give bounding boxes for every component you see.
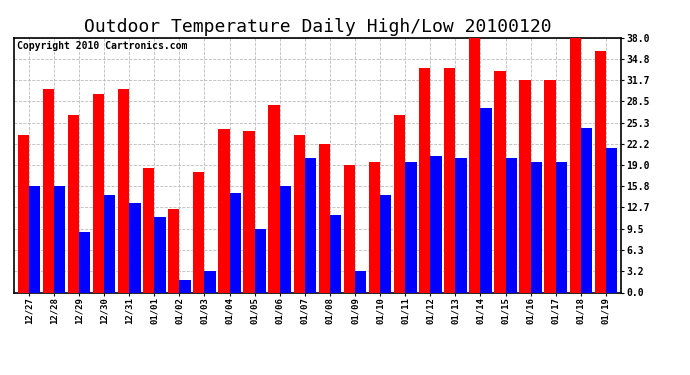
Title: Outdoor Temperature Daily High/Low 20100120: Outdoor Temperature Daily High/Low 20100… xyxy=(83,18,551,36)
Bar xyxy=(79,232,90,292)
Bar xyxy=(330,215,342,292)
Bar xyxy=(93,94,104,292)
Bar xyxy=(54,186,66,292)
Bar xyxy=(380,195,391,292)
Bar xyxy=(129,203,141,292)
Bar xyxy=(555,162,567,292)
Bar xyxy=(29,186,40,292)
Bar xyxy=(118,89,129,292)
Bar xyxy=(581,128,592,292)
Bar xyxy=(279,186,291,292)
Bar xyxy=(595,51,606,292)
Bar xyxy=(405,162,417,292)
Bar xyxy=(480,108,492,292)
Bar xyxy=(344,165,355,292)
Bar xyxy=(369,162,380,292)
Bar xyxy=(305,158,316,292)
Bar xyxy=(506,158,517,292)
Bar xyxy=(268,105,279,292)
Bar xyxy=(43,89,54,292)
Bar xyxy=(606,148,618,292)
Bar xyxy=(230,193,241,292)
Bar xyxy=(419,68,431,292)
Bar xyxy=(469,38,480,292)
Bar xyxy=(431,156,442,292)
Bar xyxy=(355,271,366,292)
Bar xyxy=(444,68,455,292)
Bar xyxy=(394,115,405,292)
Bar xyxy=(179,280,190,292)
Bar xyxy=(17,135,29,292)
Bar xyxy=(293,135,305,292)
Bar xyxy=(68,115,79,292)
Bar xyxy=(104,195,115,292)
Bar xyxy=(155,217,166,292)
Text: Copyright 2010 Cartronics.com: Copyright 2010 Cartronics.com xyxy=(17,41,187,51)
Bar xyxy=(520,80,531,292)
Bar xyxy=(193,172,204,292)
Bar xyxy=(455,158,466,292)
Bar xyxy=(569,38,581,292)
Bar xyxy=(319,144,330,292)
Bar xyxy=(218,129,230,292)
Bar xyxy=(143,168,155,292)
Bar xyxy=(255,229,266,292)
Bar xyxy=(244,132,255,292)
Bar xyxy=(168,209,179,292)
Bar xyxy=(531,162,542,292)
Bar xyxy=(544,80,555,292)
Bar xyxy=(494,71,506,292)
Bar xyxy=(204,271,216,292)
